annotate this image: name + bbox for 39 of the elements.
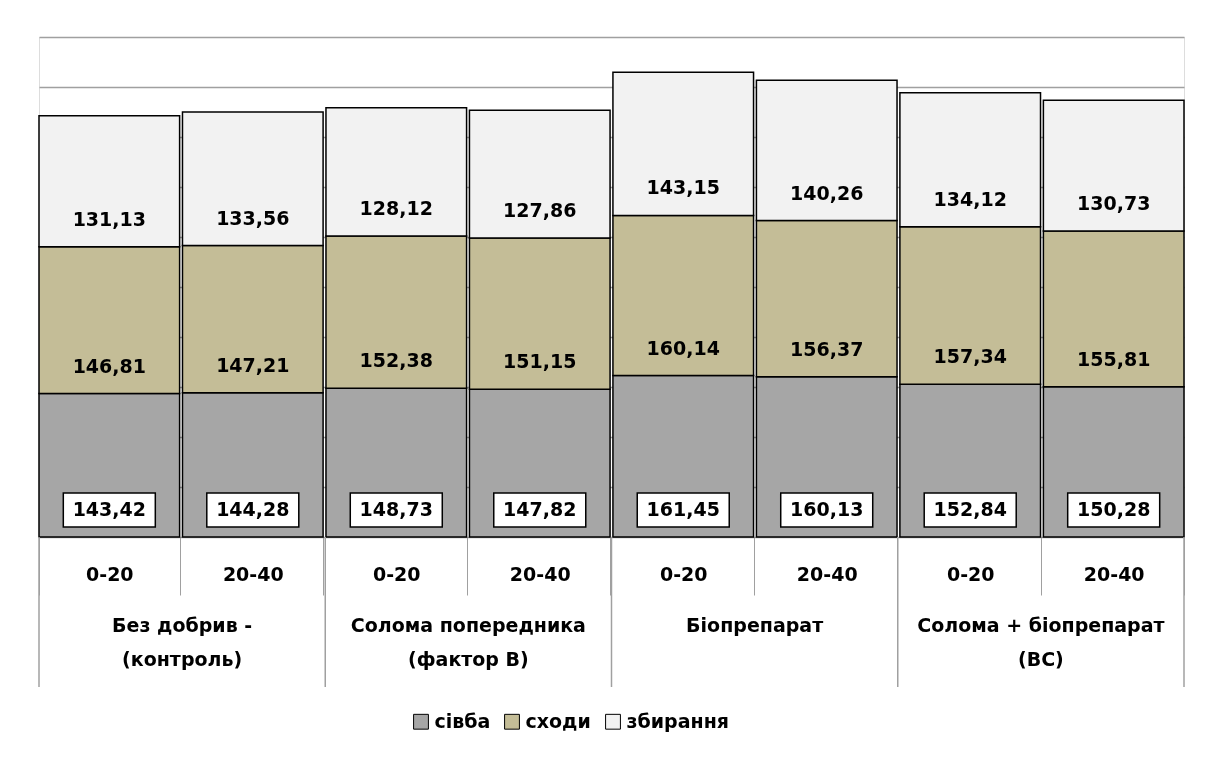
data-label: 155,81 bbox=[1077, 347, 1151, 370]
text: Біопрепарат bbox=[686, 614, 824, 636]
data-label: 130,73 bbox=[1077, 191, 1151, 214]
legend-label: збирання bbox=[626, 709, 729, 732]
data-label: 147,82 bbox=[503, 498, 577, 520]
data-label: 147,21 bbox=[216, 353, 290, 376]
data-label: 134,12 bbox=[933, 187, 1007, 210]
text: Без добрив - (контроль) bbox=[112, 614, 253, 670]
data-label: 146,81 bbox=[72, 354, 146, 377]
x-tick-label: 0-20 bbox=[373, 562, 421, 585]
text: Солома + біопрепарат (ВС) bbox=[917, 614, 1165, 670]
x-tick-label: 0-20 bbox=[659, 562, 708, 585]
x-tick-label: 20-40 bbox=[509, 562, 571, 585]
data-label: 152,84 bbox=[933, 498, 1007, 520]
data-label: 143,42 bbox=[72, 498, 146, 520]
data-label: 140,26 bbox=[790, 181, 864, 204]
x-tick-label: 20-40 bbox=[796, 562, 858, 585]
data-label: 152,38 bbox=[359, 349, 433, 372]
x-tick-label: 20-40 bbox=[222, 562, 284, 585]
x-tick-label: 0-20 bbox=[86, 562, 134, 585]
legend-label: сходи bbox=[525, 709, 591, 732]
legend-label: сівба bbox=[434, 709, 491, 732]
data-label: 144,28 bbox=[216, 498, 290, 520]
data-label: 148,73 bbox=[359, 498, 433, 520]
data-label: 160,14 bbox=[646, 336, 720, 359]
data-label: 143,15 bbox=[646, 176, 720, 199]
data-label: 133,56 bbox=[216, 206, 290, 229]
text: Солома попередника (фактор В) bbox=[350, 614, 586, 670]
data-label: 150,28 bbox=[1077, 498, 1151, 520]
data-label: 160,13 bbox=[790, 498, 864, 520]
x-tick-label: 0-20 bbox=[946, 562, 995, 585]
data-label: 131,13 bbox=[72, 207, 146, 230]
data-label: 128,12 bbox=[359, 196, 433, 219]
data-label: 157,34 bbox=[933, 345, 1007, 368]
data-label: 161,45 bbox=[646, 498, 720, 520]
data-label: 156,37 bbox=[790, 337, 864, 360]
x-tick-label: 20-40 bbox=[1083, 562, 1145, 585]
data-label: 127,86 bbox=[503, 199, 577, 222]
data-label: 151,15 bbox=[503, 350, 577, 373]
